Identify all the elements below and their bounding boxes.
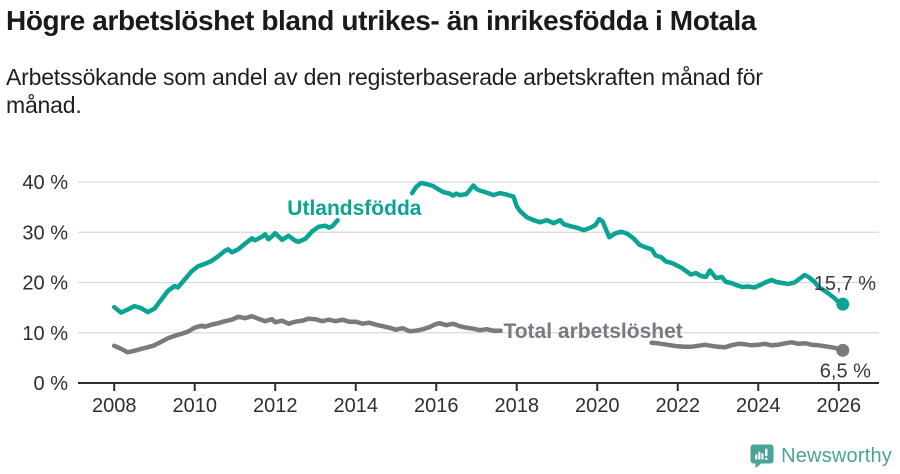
series-end-value-label-1: 15,7 % bbox=[814, 273, 876, 295]
x-axis-label-2010: 2010 bbox=[172, 395, 217, 417]
x-axis-label-2022: 2022 bbox=[655, 395, 700, 417]
x-axis-label-2014: 2014 bbox=[333, 395, 378, 417]
series-line-0-segment-1 bbox=[649, 340, 846, 353]
chart-subtitle: Arbetssökande som andel av den registerb… bbox=[6, 64, 763, 118]
y-axis-label-40: 40 % bbox=[22, 172, 68, 194]
logo-bar-3 bbox=[761, 453, 764, 460]
newsworthy-logo-icon bbox=[750, 444, 774, 469]
series-label-0: Total arbetslöshet bbox=[503, 320, 682, 343]
x-axis-label-2016: 2016 bbox=[414, 395, 459, 417]
x-axis-label-2018: 2018 bbox=[494, 395, 539, 417]
logo-exclamation-bar bbox=[765, 448, 768, 457]
logo-exclamation-dot bbox=[765, 457, 768, 460]
y-axis-label-10: 10 % bbox=[22, 323, 68, 345]
series-line-1-segment-0 bbox=[111, 217, 340, 315]
x-axis-label-2020: 2020 bbox=[575, 395, 620, 417]
series-end-dot-0 bbox=[836, 343, 850, 357]
logo-bar-2 bbox=[758, 451, 761, 460]
series-line-0-segment-0 bbox=[111, 313, 503, 355]
x-axis-label-2024: 2024 bbox=[736, 395, 781, 417]
brand-footer: Newsworthy bbox=[750, 444, 892, 469]
series-end-dot-1 bbox=[836, 297, 850, 311]
y-axis-label-0: 0 % bbox=[34, 373, 69, 395]
brand-name: Newsworthy bbox=[781, 445, 892, 467]
x-axis-label-2026: 2026 bbox=[816, 395, 861, 417]
y-axis-label-20: 20 % bbox=[22, 273, 68, 295]
x-axis-label-2008: 2008 bbox=[92, 395, 137, 417]
chart-title: Högre arbetslöshet bland utrikes- än inr… bbox=[6, 5, 757, 36]
logo-bar-1 bbox=[755, 454, 758, 460]
x-axis-label-2012: 2012 bbox=[253, 395, 298, 417]
series-line-1-segment-1 bbox=[409, 180, 846, 307]
y-axis-label-30: 30 % bbox=[22, 222, 68, 244]
series-end-value-label-0: 6,5 % bbox=[820, 360, 871, 382]
series-label-1: Utlandsfödda bbox=[287, 197, 421, 220]
